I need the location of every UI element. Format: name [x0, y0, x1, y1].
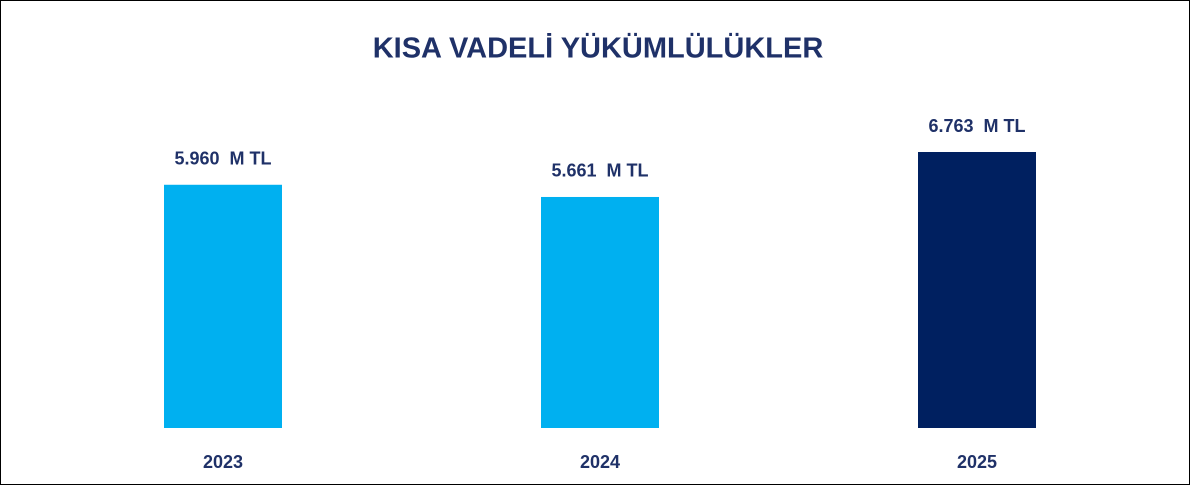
x-tick-label: 2025 — [957, 452, 997, 472]
x-tick-label: 2023 — [203, 452, 243, 472]
data-label: 5.661 M TL — [551, 161, 648, 181]
chart-title: KISA VADELİ YÜKÜMLÜLÜKLER — [373, 32, 824, 65]
data-label: 6.763 M TL — [928, 116, 1025, 136]
bar — [164, 184, 282, 428]
x-tick-label: 2024 — [580, 452, 620, 472]
bar — [541, 196, 659, 428]
data-label: 5.960 M TL — [174, 149, 271, 169]
bar — [918, 152, 1036, 428]
